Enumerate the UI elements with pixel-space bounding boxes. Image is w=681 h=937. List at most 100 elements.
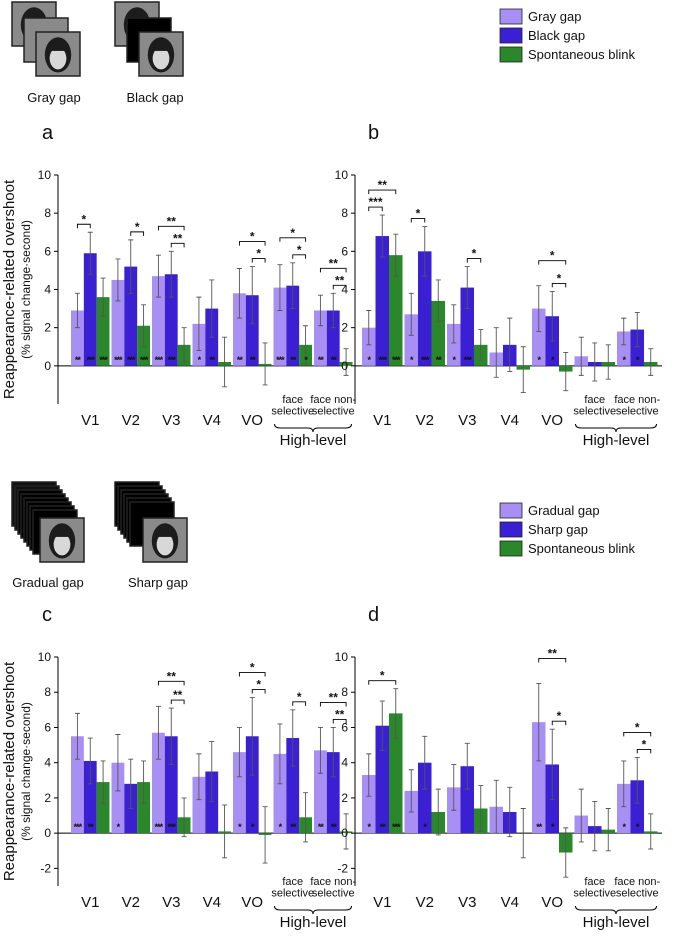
error-bar <box>451 764 457 811</box>
x-tick-label: V1 <box>81 894 99 911</box>
significance: *** <box>86 355 95 365</box>
significance: * <box>279 822 283 832</box>
bracket <box>238 672 266 677</box>
comparison-label: ** <box>378 178 388 192</box>
error-bar <box>379 214 385 258</box>
legend-swatch <box>499 8 523 25</box>
bracket <box>538 260 567 265</box>
bar <box>96 782 110 834</box>
significance: *** <box>155 822 164 832</box>
error-bar <box>141 304 147 348</box>
error-bar <box>168 707 174 765</box>
bracket <box>538 657 567 663</box>
error-bar <box>209 279 215 338</box>
y-tick-label: 4 <box>44 283 51 297</box>
error-bar <box>87 737 93 785</box>
error-bar <box>536 285 542 332</box>
y-tick-label: 10 <box>335 168 349 182</box>
x-tick-label: V1 <box>81 412 99 429</box>
error-bar <box>262 342 268 386</box>
bar <box>273 753 287 834</box>
legend-label: Spontaneous blink <box>528 541 635 556</box>
x-tick-label: V3 <box>162 412 180 429</box>
bracket <box>551 282 567 288</box>
y-tick-label: 0 <box>44 826 51 840</box>
error-bar <box>249 266 255 325</box>
error-bar <box>330 292 336 329</box>
error-bar <box>507 317 513 373</box>
error-bar <box>343 813 349 850</box>
bracket <box>368 206 383 212</box>
significance: * <box>367 355 371 365</box>
bracket <box>368 680 397 685</box>
bar <box>164 736 178 834</box>
legend-swatch <box>499 27 523 44</box>
bar <box>630 780 644 834</box>
bracket <box>466 258 482 263</box>
y-tick-label: -2 <box>337 861 348 875</box>
x-tick-label: V4 <box>501 894 519 911</box>
x-tick-label: VO <box>541 412 563 429</box>
group-label: High-level <box>280 914 347 931</box>
significance: * <box>367 822 371 832</box>
error-bar <box>379 700 385 751</box>
bar <box>418 762 432 834</box>
comparison-label: ** <box>548 646 558 660</box>
bracket <box>551 720 567 726</box>
error-bar <box>290 709 296 767</box>
bracket <box>157 680 185 686</box>
bracket <box>410 218 426 223</box>
y-tick-label: 6 <box>44 244 51 258</box>
error-bar <box>168 250 174 298</box>
y-tick-label: -2 <box>40 861 51 875</box>
y-tick-label: 2 <box>44 791 51 805</box>
error-bar <box>74 292 80 329</box>
error-bar <box>408 292 414 336</box>
comparison-label: * <box>557 709 562 723</box>
panel-label: b <box>368 122 379 144</box>
y-tick-label: 2 <box>341 791 348 805</box>
error-bar <box>621 760 627 808</box>
bracket <box>76 223 91 229</box>
error-bar <box>222 336 228 388</box>
error-bar <box>563 827 569 878</box>
significance: * <box>636 355 640 365</box>
significance: ** <box>75 355 82 365</box>
group-label: High-level <box>583 914 650 931</box>
legend-swatch <box>499 540 523 557</box>
y-tick-label: 2 <box>341 321 348 335</box>
y-axis-label: Reappearance-related overshoot <box>1 179 18 399</box>
bar <box>389 255 403 366</box>
panel-label: c <box>42 604 52 626</box>
bar <box>83 253 97 366</box>
comparison-label: * <box>256 678 261 692</box>
group-label: High-level <box>583 432 650 449</box>
significance: * <box>198 355 202 365</box>
bar <box>286 285 300 366</box>
x-tick-label: V3 <box>458 412 476 429</box>
bar <box>192 776 206 834</box>
bracket <box>170 242 185 248</box>
error-bar <box>115 258 121 302</box>
significance: ** <box>318 355 325 365</box>
significance: *** <box>276 355 285 365</box>
brace <box>274 905 352 915</box>
bar <box>111 279 125 366</box>
x-tick-label: V4 <box>501 412 519 429</box>
error-bar <box>435 788 441 836</box>
x-tick-label: V2 <box>122 894 140 911</box>
error-bar <box>464 742 470 790</box>
y-tick-label: 4 <box>341 756 348 770</box>
y-tick-label: 10 <box>38 650 52 664</box>
significance: * <box>117 822 121 832</box>
error-bar <box>520 808 526 859</box>
bracket <box>332 719 347 724</box>
legend-swatch <box>499 502 523 519</box>
bar <box>532 308 546 366</box>
x-tick-label: V1 <box>373 412 391 429</box>
error-bar <box>236 727 242 778</box>
error-bar <box>155 254 161 298</box>
bracket <box>319 702 347 707</box>
error-bar <box>196 753 202 801</box>
error-bar <box>236 268 242 319</box>
